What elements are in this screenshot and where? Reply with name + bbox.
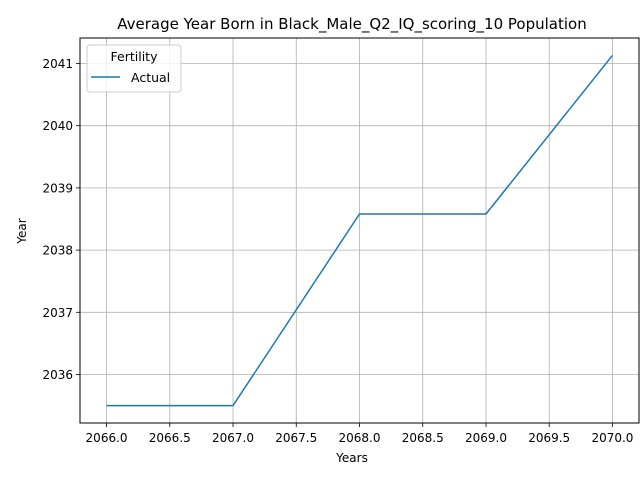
- grid: [80, 38, 639, 423]
- legend-box: [86, 44, 182, 93]
- x-axis-label: Years: [335, 451, 368, 465]
- x-tick-label: 2067.0: [212, 431, 254, 445]
- chart-title: Average Year Born in Black_Male_Q2_IQ_sc…: [117, 15, 586, 34]
- legend: Fertility Actual: [86, 44, 182, 93]
- series-layer: [106, 54, 614, 407]
- x-tick-label: 2069.0: [465, 431, 507, 445]
- y-tick-label: 2041: [42, 57, 73, 71]
- y-tick-label: 2038: [42, 244, 73, 258]
- ticks: 2066.0 2066.5 2067.0 2067.5 2068.0 2068.5 2069…: [42, 57, 633, 445]
- y-tick-label: 2039: [42, 181, 73, 195]
- y-tick-label: 2037: [42, 306, 73, 320]
- x-tick-label: 2070.0: [591, 431, 633, 445]
- legend-title: Fertility: [111, 49, 159, 64]
- x-tick-label: 2069.5: [528, 431, 570, 445]
- x-tick-label: 2068.5: [402, 431, 444, 445]
- y-axis-label: Year: [15, 218, 29, 244]
- legend-label-actual: Actual: [131, 70, 170, 85]
- x-tick-label: 2067.5: [275, 431, 317, 445]
- x-tick-label: 2068.0: [339, 431, 381, 445]
- y-tick-label: 2040: [42, 119, 73, 133]
- y-tick-label: 2036: [42, 368, 73, 382]
- x-tick-label: 2066.5: [149, 431, 191, 445]
- x-tick-label: 2066.0: [86, 431, 128, 445]
- series-line-actual: [106, 54, 614, 407]
